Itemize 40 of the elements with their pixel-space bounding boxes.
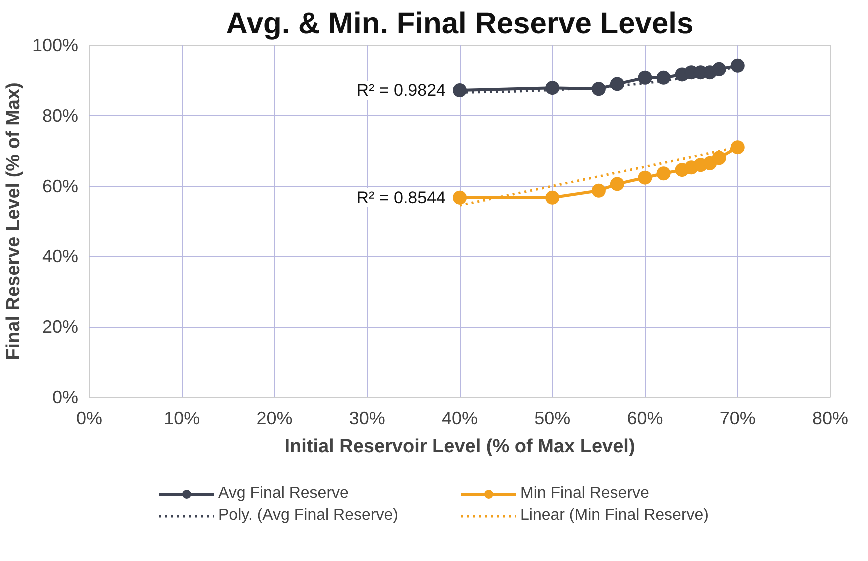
y-tick-label: 80% [42,106,79,126]
point [638,170,652,185]
point [453,190,467,205]
legend-label: Poly. (Avg Final Reserve) [218,507,400,525]
x-tick-label: 20% [256,408,293,428]
point [592,184,606,198]
y-tick-label: 0% [52,388,78,408]
x-tick-label: 30% [349,408,386,428]
x-tick-label: 40% [442,408,478,428]
annotation: R² = 0.9824 [356,81,446,100]
point [610,77,624,92]
y-tick-label: 100% [32,36,79,56]
y-axis-title: Final Reserve Level (% of Max) [3,82,24,360]
point [610,177,624,192]
chart-title: Avg. & Min. Final Reserve Levels [226,8,694,40]
x-tick-label: 10% [164,408,200,428]
point [656,70,671,85]
point [712,62,726,76]
x-tick-label: 80% [812,408,849,428]
annotation: R² = 0.8544 [356,188,446,208]
legend-label: Avg Final Reserve [218,485,350,503]
point [546,81,560,96]
point [592,82,606,96]
point [638,70,652,85]
point [730,140,745,155]
x-tick-label: 70% [720,408,756,428]
x-tick-label: 50% [534,408,571,428]
x-tick-label: 0% [76,408,103,428]
point [730,58,745,73]
x-tick-label: 60% [627,408,664,428]
legend-label: Min Final Reserve [520,485,650,503]
point [453,84,467,98]
y-tick-label: 20% [42,317,79,338]
legend-label: Linear (Min Final Reserve) [520,507,710,525]
point [546,190,560,205]
point [656,166,671,181]
x-axis-title: Initial Reservoir Level (% of Max Level) [284,436,636,458]
y-tick-label: 40% [42,246,79,267]
y-tick-label: 60% [42,176,79,196]
point [712,151,726,166]
